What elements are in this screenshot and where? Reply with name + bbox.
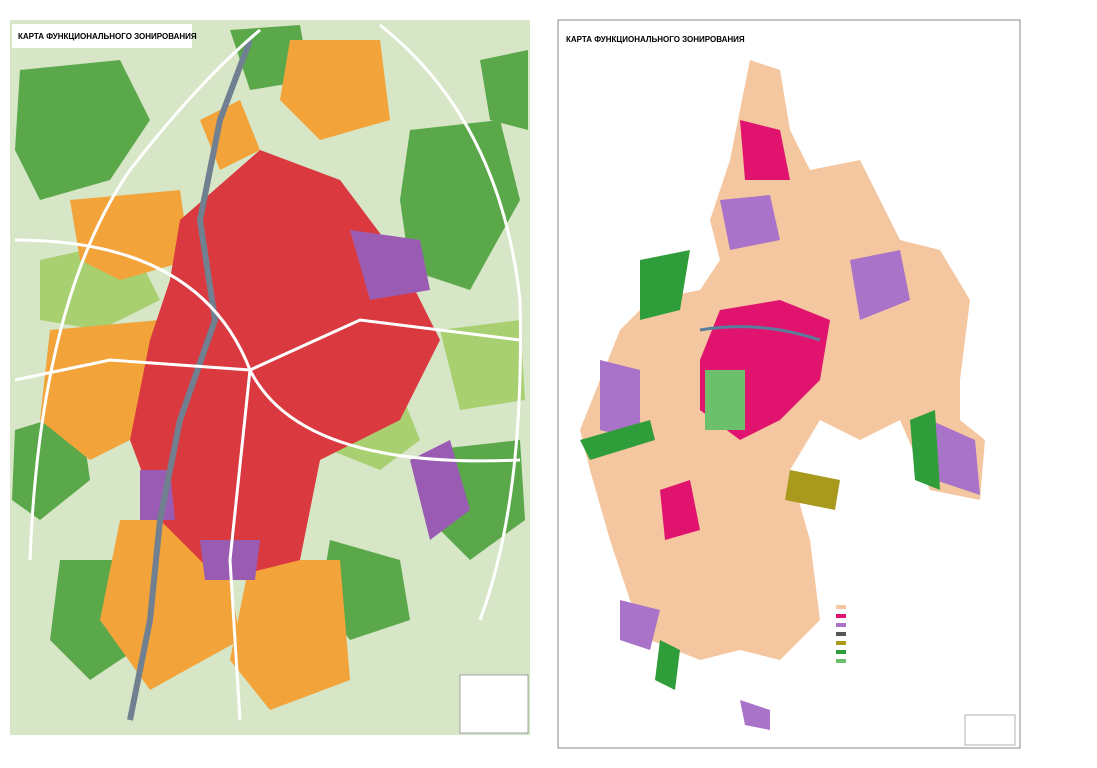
park	[705, 370, 745, 430]
legend	[836, 605, 846, 663]
left-map: КАРТА ФУНКЦИОНАЛЬНОГО ЗОНИРОВАНИЯ	[10, 20, 530, 735]
green-zone	[580, 250, 940, 690]
map-title: КАРТА ФУНКЦИОНАЛЬНОГО ЗОНИРОВАНИЯ	[18, 32, 197, 41]
roads	[14, 23, 522, 721]
title-box	[12, 24, 192, 48]
special-zone	[785, 470, 840, 510]
right-map: КАРТА ФУНКЦИОНАЛЬНОГО ЗОНИРОВАНИЯ	[557, 19, 1021, 749]
stamp	[459, 674, 529, 734]
stamp	[964, 714, 1016, 746]
map-title: КАРТА ФУНКЦИОНАЛЬНОГО ЗОНИРОВАНИЯ	[566, 35, 745, 44]
river	[127, 38, 253, 721]
production	[600, 195, 980, 730]
river	[699, 325, 821, 342]
